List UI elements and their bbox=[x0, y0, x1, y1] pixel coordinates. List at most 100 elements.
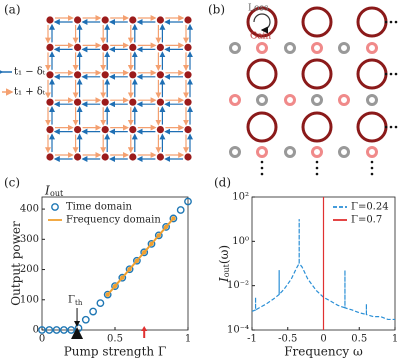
small-ring bbox=[229, 94, 241, 106]
ellipsis-dot bbox=[370, 166, 374, 170]
site bbox=[156, 126, 164, 134]
site bbox=[129, 16, 137, 24]
point bbox=[140, 248, 149, 257]
x-axis-label: Pump strength Γ bbox=[64, 345, 167, 359]
site bbox=[101, 98, 109, 106]
pump-arrowhead bbox=[141, 326, 148, 331]
ellipsis-dot bbox=[394, 125, 398, 129]
loss-label: Loss bbox=[248, 4, 269, 14]
site bbox=[74, 43, 82, 52]
site bbox=[156, 71, 164, 79]
site bbox=[74, 126, 82, 134]
y-tick-label: 400 bbox=[20, 204, 39, 215]
point bbox=[132, 256, 141, 265]
site bbox=[46, 16, 54, 24]
point bbox=[45, 326, 54, 334]
small-ring bbox=[229, 146, 241, 158]
ellipsis-dot bbox=[315, 166, 319, 170]
point bbox=[81, 315, 90, 324]
site bbox=[46, 71, 54, 79]
point bbox=[184, 197, 192, 206]
small-ring bbox=[256, 42, 268, 54]
point bbox=[142, 250, 147, 255]
resonator bbox=[301, 58, 333, 90]
y-tick-label: 10⁻⁴ bbox=[227, 325, 249, 336]
site bbox=[101, 43, 109, 52]
x-tick-label: 0 bbox=[39, 334, 45, 345]
ellipsis-dot bbox=[260, 166, 264, 170]
resonator bbox=[246, 58, 278, 90]
gain-label: Gain bbox=[250, 32, 271, 42]
series-line bbox=[106, 217, 175, 296]
point bbox=[52, 326, 61, 334]
small-ring bbox=[338, 146, 350, 158]
site bbox=[101, 71, 109, 79]
ellipsis-dot bbox=[370, 160, 374, 164]
site bbox=[74, 153, 82, 161]
ellipsis-dot bbox=[389, 72, 393, 76]
ellipsis-dot bbox=[394, 72, 398, 76]
small-ring bbox=[256, 94, 268, 106]
point bbox=[162, 223, 171, 231]
y-tick-label: 200 bbox=[20, 264, 39, 275]
y-label-sub: out bbox=[222, 263, 231, 277]
point bbox=[111, 282, 119, 291]
small-ring bbox=[284, 42, 296, 54]
point bbox=[125, 265, 134, 274]
point bbox=[89, 307, 98, 316]
x-tick-label: 0.5 bbox=[107, 334, 123, 345]
point bbox=[60, 326, 68, 334]
resonator bbox=[356, 6, 388, 38]
resonator bbox=[356, 111, 388, 143]
panel-label: (b) bbox=[208, 3, 225, 17]
small-ring bbox=[338, 42, 350, 54]
ellipsis-dot bbox=[384, 125, 388, 129]
site bbox=[156, 16, 164, 24]
ellipsis-dot bbox=[315, 160, 319, 164]
point bbox=[112, 283, 118, 289]
point bbox=[163, 224, 169, 230]
y-tick-label: 10² bbox=[232, 192, 249, 203]
point bbox=[96, 299, 105, 307]
y-tick-label: 10⁻² bbox=[227, 280, 249, 291]
site bbox=[46, 153, 54, 161]
legend-label: t₁ + δₜ bbox=[14, 87, 46, 98]
small-ring bbox=[284, 94, 296, 106]
x-tick-label: 0 bbox=[320, 334, 326, 345]
point bbox=[176, 206, 185, 214]
panel-b bbox=[229, 6, 398, 176]
ellipsis-dot bbox=[394, 20, 398, 24]
ellipsis-dot bbox=[315, 172, 319, 176]
panel-label: (a) bbox=[4, 3, 21, 17]
y-label-sub: out bbox=[50, 189, 64, 198]
small-ring bbox=[284, 146, 296, 158]
small-ring bbox=[229, 42, 241, 54]
y-tick-label: 100 bbox=[20, 294, 39, 305]
point bbox=[171, 216, 176, 221]
resonator bbox=[246, 111, 278, 143]
y-axis-label: Iout(ω) bbox=[217, 245, 232, 283]
legend-label: t₁ − δₜ bbox=[14, 67, 46, 78]
panel-label: (c) bbox=[4, 176, 20, 190]
small-ring bbox=[338, 94, 350, 106]
point bbox=[169, 214, 178, 223]
small-ring bbox=[256, 146, 268, 158]
x-tick-label: 1 bbox=[185, 334, 191, 345]
small-ring bbox=[366, 42, 378, 54]
legend-label: Time domain bbox=[66, 202, 133, 213]
point bbox=[118, 273, 127, 282]
y-tick-label: 0 bbox=[33, 325, 39, 336]
site bbox=[129, 126, 137, 134]
ellipsis-dot bbox=[260, 160, 264, 164]
x-tick-label: -1 bbox=[247, 334, 257, 345]
ellipsis-dot bbox=[389, 125, 393, 129]
small-ring bbox=[311, 94, 323, 106]
site bbox=[184, 16, 192, 24]
site bbox=[101, 153, 109, 161]
small-ring bbox=[366, 146, 378, 158]
site bbox=[184, 153, 192, 161]
site bbox=[74, 98, 82, 106]
ellipsis-dot bbox=[389, 20, 393, 24]
